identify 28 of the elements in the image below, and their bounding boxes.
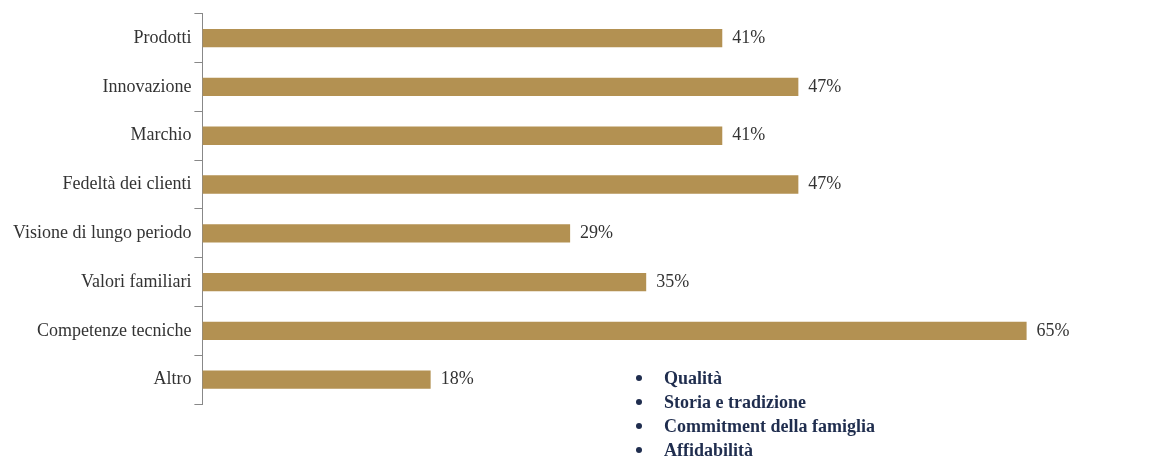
- annotation: Qualità: [664, 367, 723, 390]
- bar: [202, 175, 799, 194]
- y-tick-label: Fedeltà dei clienti: [62, 173, 192, 194]
- data-label: 41%: [732, 124, 766, 145]
- y-tick-label: Visione di lungo periodo: [12, 222, 192, 243]
- data-label: 41%: [732, 26, 766, 47]
- y-tick-label: Prodotti: [133, 26, 192, 47]
- y-tick-label: Altro: [153, 368, 192, 389]
- bar: [202, 272, 647, 292]
- y-tick-label: Marchio: [130, 124, 192, 145]
- text: Affidabilità: [664, 439, 754, 462]
- bar: [202, 370, 431, 389]
- bar: [202, 29, 723, 48]
- data-label: 35%: [656, 270, 690, 291]
- text: Commitment della famiglia: [664, 415, 875, 438]
- annotation: Storia e tradizione: [664, 391, 806, 414]
- y-tick-label: Competenze tecniche: [36, 319, 192, 340]
- data-label: 29%: [580, 222, 614, 243]
- bar: [202, 77, 799, 97]
- y-tick-label: Innovazione: [102, 75, 192, 96]
- data-label: 47%: [808, 75, 842, 96]
- bar: [202, 126, 723, 145]
- data-label: 65%: [1036, 319, 1070, 340]
- bar: [202, 224, 571, 243]
- data-label: 18%: [440, 368, 474, 389]
- bar: [202, 321, 1027, 340]
- data-label: 47%: [808, 173, 842, 194]
- y-tick-label: Valori familiari: [80, 270, 192, 291]
